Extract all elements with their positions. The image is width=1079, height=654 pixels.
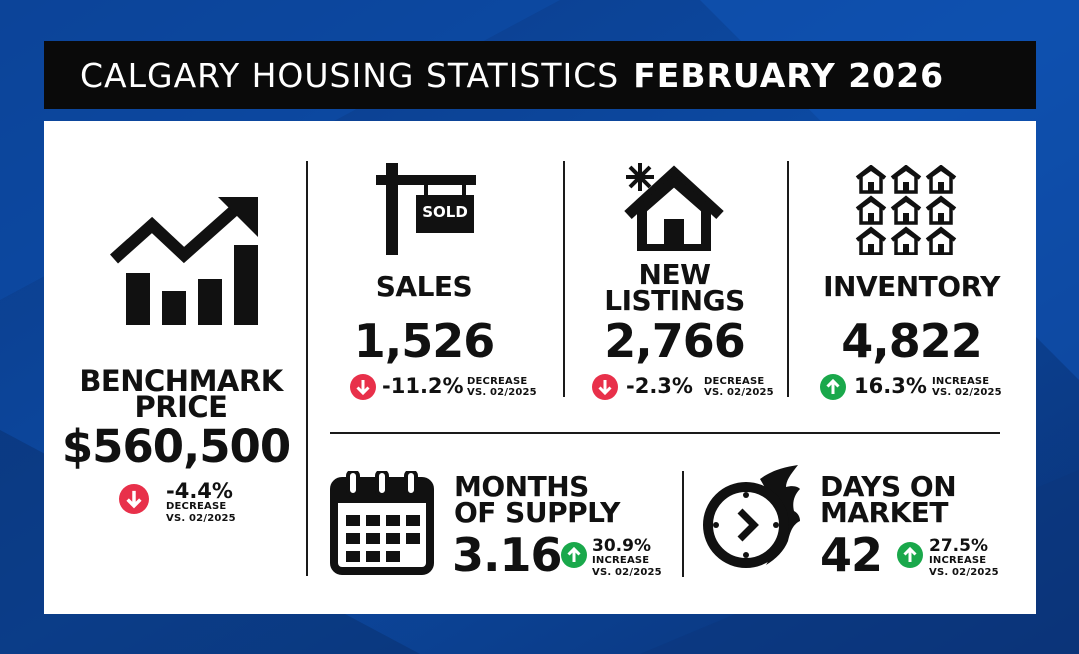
inventory-vs: VS. 02/2025 bbox=[932, 387, 1002, 398]
inventory-direction: INCREASE bbox=[932, 376, 990, 387]
benchmark-label-1: BENCHMARK bbox=[79, 364, 283, 398]
days-market-direction: INCREASE bbox=[929, 555, 987, 566]
fast-clock-icon bbox=[703, 465, 800, 568]
new-listings-direction: DECREASE bbox=[704, 376, 765, 387]
benchmark-direction: DECREASE bbox=[166, 501, 227, 512]
up-arrow-icon bbox=[820, 374, 846, 400]
calendar-icon bbox=[330, 471, 434, 575]
months-supply-change: 30.9% bbox=[592, 536, 651, 556]
new-listings-label-2: LISTINGS bbox=[604, 284, 745, 317]
months-supply-label-1: MONTHS bbox=[454, 470, 589, 503]
days-market-label-2: MARKET bbox=[820, 496, 949, 529]
sold-sign-icon bbox=[376, 163, 476, 255]
divider bbox=[682, 471, 684, 577]
divider bbox=[330, 432, 1000, 434]
new-house-icon bbox=[624, 163, 724, 251]
title-bar: CALGARY HOUSING STATISTICS FEBRUARY 2026 bbox=[44, 41, 1036, 109]
up-arrow-icon bbox=[897, 542, 923, 568]
up-arrow-icon bbox=[561, 542, 587, 568]
benchmark-change: -4.4% bbox=[166, 479, 233, 503]
months-supply-label-2: OF SUPPLY bbox=[454, 496, 620, 529]
houses-grid-icon bbox=[855, 165, 957, 255]
sales-direction: DECREASE bbox=[467, 376, 528, 387]
sold-sign-text: SOLD bbox=[422, 203, 468, 221]
divider bbox=[787, 161, 789, 397]
benchmark-vs: VS. 02/2025 bbox=[166, 513, 236, 524]
divider bbox=[563, 161, 565, 397]
small-house-icon bbox=[925, 165, 957, 194]
small-house-icon bbox=[890, 195, 922, 225]
small-house-icon bbox=[855, 165, 887, 194]
rising-bar-chart-icon bbox=[110, 197, 258, 325]
small-house-icon bbox=[890, 165, 922, 194]
sales-change: -11.2% bbox=[382, 374, 464, 398]
title-text: CALGARY HOUSING STATISTICS bbox=[80, 55, 620, 95]
months-supply-vs: VS. 02/2025 bbox=[592, 567, 662, 578]
stats-card: BENCHMARK PRICE $560,500 -4.4% DECREASE … bbox=[44, 121, 1036, 614]
days-market-vs: VS. 02/2025 bbox=[929, 567, 999, 578]
new-listings-change: -2.3% bbox=[626, 374, 693, 398]
benchmark-value: $560,500 bbox=[61, 420, 291, 473]
new-listings-vs: VS. 02/2025 bbox=[704, 387, 774, 398]
small-house-icon bbox=[855, 195, 887, 225]
small-house-icon bbox=[925, 195, 957, 225]
down-arrow-icon bbox=[119, 484, 149, 514]
days-market-change: 27.5% bbox=[929, 536, 988, 556]
new-listings-value: 2,766 bbox=[604, 314, 746, 368]
title-month: FEBRUARY 2026 bbox=[633, 55, 945, 95]
inventory-change: 16.3% bbox=[854, 374, 927, 398]
down-arrow-icon bbox=[592, 374, 618, 400]
days-market-label-1: DAYS ON bbox=[820, 470, 957, 503]
sales-label: SALES bbox=[375, 270, 473, 303]
small-house-icon bbox=[890, 226, 922, 255]
small-house-icon bbox=[925, 226, 957, 255]
days-market-value: 42 bbox=[820, 528, 883, 582]
down-arrow-icon bbox=[350, 374, 376, 400]
divider bbox=[306, 161, 308, 576]
months-supply-direction: INCREASE bbox=[592, 555, 650, 566]
inventory-value: 4,822 bbox=[841, 314, 983, 368]
inventory-label: INVENTORY bbox=[823, 270, 1000, 303]
new-listings-label-1: NEW bbox=[638, 258, 711, 291]
months-supply-value: 3.16 bbox=[452, 528, 562, 582]
sales-value: 1,526 bbox=[353, 314, 496, 368]
small-house-icon bbox=[855, 226, 887, 255]
sales-vs: VS. 02/2025 bbox=[467, 387, 537, 398]
benchmark-label-2: PRICE bbox=[134, 390, 228, 424]
